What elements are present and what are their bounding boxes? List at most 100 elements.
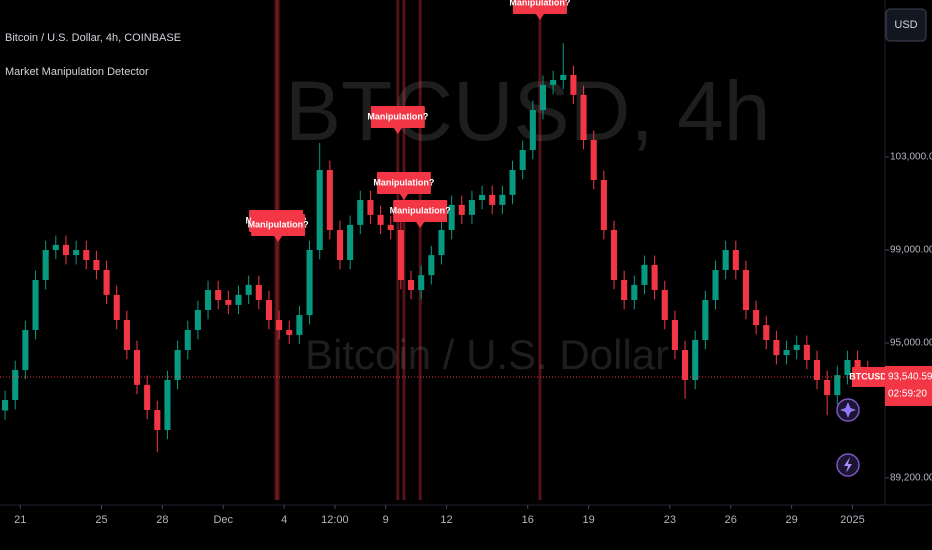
candle-body: [174, 350, 181, 380]
candle-body: [509, 170, 516, 195]
candle-body: [773, 340, 780, 356]
candle-body: [641, 264, 648, 285]
watermark: BTCUSD, 4h: [285, 64, 770, 158]
candle-body: [194, 310, 201, 330]
candle-body: [2, 400, 9, 411]
x-tick-label: 21: [14, 514, 26, 526]
manipulation-label-pointer: [274, 236, 283, 242]
candle-body: [682, 350, 689, 380]
manipulation-label: Manipulation?: [390, 205, 451, 215]
candle-body: [651, 264, 658, 290]
x-tick-label: 12:00: [321, 514, 349, 526]
y-tick-label: 89,200.00: [890, 473, 932, 484]
candle-body: [255, 284, 262, 300]
candle-body: [742, 270, 750, 310]
manipulation-label-pointer: [399, 194, 408, 200]
candle-body: [144, 384, 151, 410]
candle-body: [712, 270, 719, 300]
candle-body: [42, 250, 49, 280]
assistant-icon-glyph: [840, 402, 856, 418]
candle-body: [854, 360, 861, 370]
manipulation-label: Manipulation?: [509, 0, 570, 7]
last-price-label: 93,540.59: [888, 372, 932, 383]
candle-body: [813, 360, 821, 380]
manipulation-label-box: [512, 0, 567, 14]
candle-body: [367, 200, 374, 215]
x-tick-label: 16: [522, 514, 534, 526]
chart-title: Bitcoin / U.S. Dollar, 4h, COINBASE: [5, 32, 181, 44]
candle-body: [205, 290, 212, 310]
candle-body: [783, 350, 790, 356]
candle-body: [316, 170, 323, 250]
candle-body: [184, 330, 191, 350]
candle-body: [661, 290, 668, 320]
x-tick-label: 23: [664, 514, 676, 526]
candle-body: [357, 200, 364, 225]
candle-body: [753, 310, 760, 326]
countdown: 02:59:20: [888, 389, 927, 400]
manipulation-label-pointer: [393, 128, 402, 134]
candle-body: [306, 250, 313, 316]
candle-body: [286, 330, 293, 335]
candle-body: [326, 170, 333, 230]
candle-body: [489, 194, 496, 205]
candle-body: [499, 194, 506, 205]
last-price-box: [885, 365, 932, 406]
manipulation-label-box: [370, 106, 425, 128]
candle-body: [479, 194, 486, 200]
candle-body: [550, 80, 557, 85]
alert-icon-glyph: [844, 457, 852, 473]
manipulation-label-box: [251, 214, 306, 236]
candle-body: [763, 325, 770, 340]
candle-body: [133, 350, 141, 385]
candle-body: [62, 244, 70, 256]
candle-body: [732, 250, 739, 270]
manipulation-label: Manipulation?: [367, 111, 428, 121]
candle-body: [631, 284, 638, 300]
candle-body: [113, 294, 120, 320]
candle-body: [793, 344, 800, 350]
candle-body: [52, 244, 59, 250]
candle-body: [12, 370, 19, 400]
y-tick-label: 95,000.00: [890, 338, 932, 349]
candle-body: [621, 280, 628, 300]
candle-body: [448, 204, 455, 230]
y-tick-label: 99,000.00: [890, 245, 932, 256]
candle-body: [529, 110, 536, 150]
candle-body: [32, 280, 39, 330]
candle-body: [397, 230, 404, 280]
x-tick-label: 4: [281, 514, 287, 526]
manipulation-label-box: [376, 172, 431, 194]
x-tick-label: 9: [383, 514, 389, 526]
candle-body: [215, 290, 222, 300]
candle-body: [428, 255, 435, 276]
x-tick-label: Dec: [213, 514, 233, 526]
candle-body: [22, 330, 29, 370]
candle-body: [245, 284, 252, 295]
x-tick-label: 2025: [840, 514, 864, 526]
x-tick-label: 29: [786, 514, 798, 526]
candle-body: [600, 180, 607, 230]
candle-body: [722, 250, 729, 270]
x-tick-label: 12: [440, 514, 452, 526]
manipulation-band: [274, 0, 278, 500]
manipulation-label: Manipulation?: [248, 219, 309, 229]
candle-body: [560, 74, 567, 80]
manipulation-band: [418, 0, 422, 500]
candle-body: [438, 230, 445, 256]
candle-body: [377, 214, 384, 225]
candle-body: [610, 230, 618, 280]
manipulation-band: [276, 0, 280, 500]
candle-body: [803, 344, 810, 360]
manipulation-label-pointer: [535, 14, 544, 20]
currency-button[interactable]: [885, 8, 927, 42]
candle-body: [418, 275, 425, 290]
manipulation-label-box: [393, 200, 448, 222]
candle-body: [519, 150, 526, 170]
currency-button-label[interactable]: USD: [894, 19, 917, 31]
watermark-subtitle: Bitcoin / U.S. Dollar: [305, 331, 669, 378]
candle-body: [407, 280, 415, 290]
candle-body: [539, 84, 547, 110]
candle-body: [834, 375, 841, 396]
